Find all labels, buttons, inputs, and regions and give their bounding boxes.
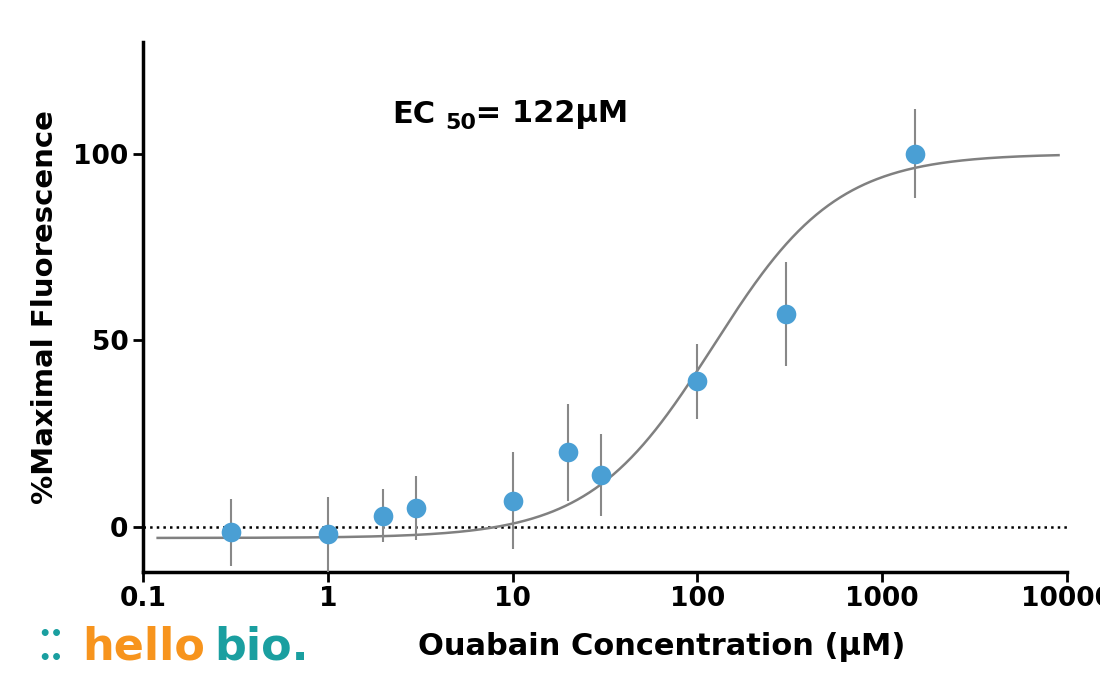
Text: ••: •• bbox=[39, 625, 64, 644]
Point bbox=[689, 376, 706, 387]
Point bbox=[504, 495, 521, 506]
Text: Ouabain Concentration (μM): Ouabain Concentration (μM) bbox=[418, 631, 905, 662]
Point bbox=[560, 447, 578, 458]
Text: ••: •• bbox=[39, 649, 64, 668]
Y-axis label: %Maximal Fluorescence: %Maximal Fluorescence bbox=[31, 109, 59, 504]
Point bbox=[906, 148, 924, 160]
Point bbox=[222, 527, 240, 538]
Text: hello: hello bbox=[82, 625, 206, 668]
Point bbox=[777, 309, 794, 320]
Text: EC: EC bbox=[393, 100, 436, 129]
Point bbox=[375, 510, 393, 521]
Point bbox=[407, 503, 425, 514]
Point bbox=[592, 469, 609, 480]
Text: bio.: bio. bbox=[214, 625, 309, 668]
Text: = 122μM: = 122μM bbox=[464, 100, 628, 129]
Point bbox=[319, 528, 337, 539]
Text: 50: 50 bbox=[446, 114, 476, 133]
